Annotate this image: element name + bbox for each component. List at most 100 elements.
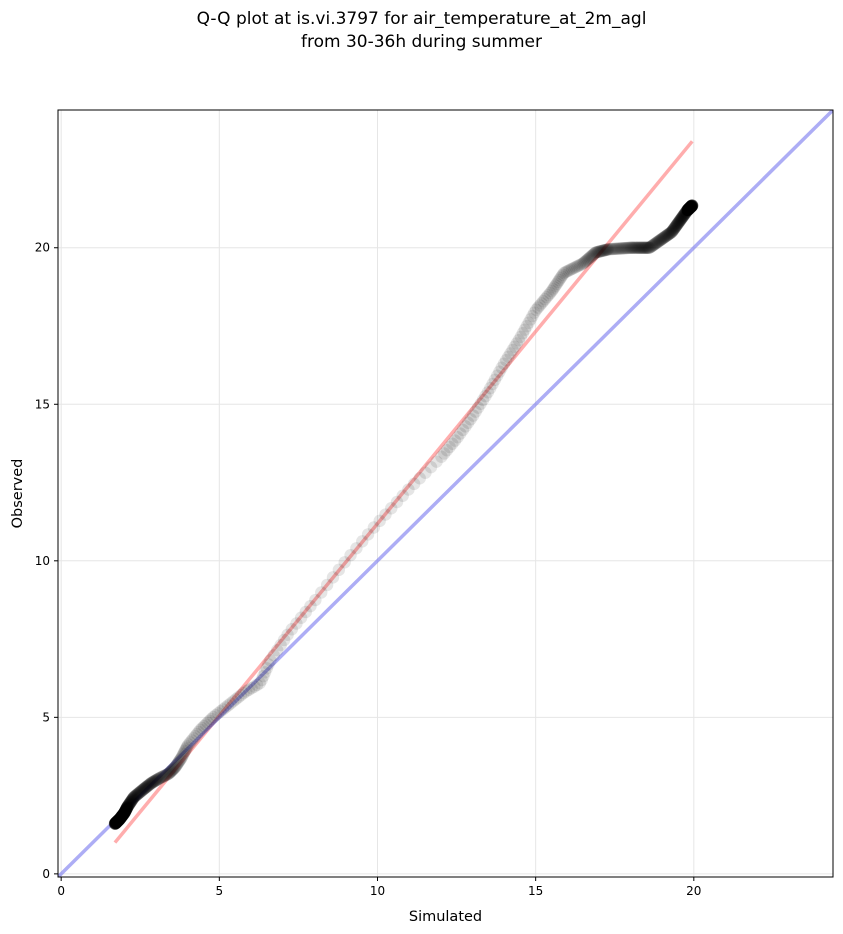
data-point bbox=[675, 212, 688, 225]
data-point bbox=[108, 817, 122, 830]
data-point bbox=[152, 772, 165, 785]
data-point bbox=[424, 460, 438, 474]
data-point bbox=[205, 712, 218, 726]
data-point bbox=[242, 683, 256, 696]
data-point bbox=[640, 241, 653, 254]
data-point bbox=[682, 202, 695, 216]
data-point bbox=[111, 815, 124, 828]
data-point bbox=[580, 253, 594, 267]
data-point bbox=[454, 427, 467, 440]
data-point bbox=[633, 241, 646, 254]
x-tick-label: 15 bbox=[528, 884, 543, 898]
data-point bbox=[553, 273, 566, 287]
data-point bbox=[116, 809, 129, 822]
identity-line bbox=[58, 110, 833, 877]
y-tick-label: 0 bbox=[42, 867, 50, 881]
data-point bbox=[684, 200, 698, 213]
data-point bbox=[379, 508, 392, 521]
data-point bbox=[645, 239, 659, 253]
y-tick-label: 20 bbox=[35, 241, 50, 255]
data-point bbox=[508, 340, 521, 353]
data-point bbox=[564, 263, 577, 276]
data-point bbox=[668, 221, 681, 235]
data-point bbox=[682, 202, 695, 216]
data-point bbox=[171, 757, 184, 770]
data-point bbox=[109, 817, 122, 830]
data-point bbox=[136, 783, 149, 797]
data-point bbox=[605, 242, 618, 256]
data-point bbox=[669, 220, 682, 233]
data-point bbox=[520, 319, 533, 333]
data-point bbox=[116, 809, 129, 822]
data-point bbox=[657, 231, 670, 244]
data-point bbox=[685, 199, 698, 213]
data-point bbox=[126, 792, 139, 806]
data-point bbox=[144, 777, 157, 791]
data-point bbox=[146, 775, 160, 789]
data-point bbox=[535, 297, 548, 310]
data-point bbox=[161, 767, 175, 781]
data-point bbox=[661, 228, 675, 241]
data-point bbox=[624, 241, 638, 254]
data-point bbox=[108, 817, 122, 830]
data-point bbox=[676, 210, 689, 224]
data-point bbox=[127, 791, 140, 804]
data-point bbox=[116, 808, 129, 822]
data-point bbox=[542, 288, 555, 302]
data-point bbox=[680, 205, 693, 218]
data-point bbox=[576, 257, 590, 270]
data-point bbox=[681, 203, 695, 217]
data-point bbox=[546, 283, 560, 296]
x-tick-label: 10 bbox=[370, 884, 385, 898]
data-point bbox=[632, 241, 645, 254]
data-point bbox=[559, 265, 572, 279]
data-point bbox=[585, 250, 598, 263]
data-point bbox=[685, 199, 699, 212]
data-point bbox=[113, 812, 126, 826]
data-point bbox=[660, 229, 673, 242]
data-point bbox=[681, 203, 695, 216]
data-point bbox=[606, 242, 620, 256]
data-point bbox=[109, 816, 123, 829]
data-point bbox=[488, 373, 502, 387]
data-point bbox=[656, 231, 670, 245]
data-point bbox=[112, 813, 126, 827]
data-point bbox=[112, 814, 125, 827]
data-point bbox=[685, 200, 698, 213]
data-point bbox=[474, 397, 487, 410]
data-point bbox=[118, 805, 132, 819]
data-point bbox=[121, 801, 134, 814]
data-point bbox=[464, 413, 477, 426]
data-point bbox=[601, 243, 614, 256]
data-point bbox=[168, 761, 181, 775]
data-point bbox=[109, 817, 122, 830]
data-point bbox=[595, 244, 609, 258]
data-point bbox=[685, 199, 699, 212]
data-point bbox=[617, 242, 630, 255]
data-point bbox=[115, 810, 128, 823]
data-point bbox=[656, 232, 669, 245]
data-point bbox=[614, 242, 627, 255]
data-point bbox=[649, 237, 663, 250]
data-point bbox=[684, 200, 698, 213]
data-point bbox=[683, 201, 696, 215]
data-point bbox=[110, 815, 124, 828]
data-point bbox=[326, 571, 340, 584]
data-point bbox=[596, 244, 609, 257]
data-point bbox=[621, 241, 634, 255]
data-point bbox=[682, 202, 695, 216]
data-point bbox=[116, 808, 130, 822]
data-point bbox=[113, 813, 126, 826]
data-point bbox=[116, 808, 130, 821]
data-point bbox=[151, 773, 164, 786]
data-point bbox=[135, 784, 149, 797]
data-point bbox=[187, 732, 200, 745]
data-point bbox=[668, 221, 682, 234]
data-point bbox=[155, 771, 168, 784]
data-point bbox=[216, 703, 230, 716]
data-point bbox=[677, 209, 690, 222]
data-point bbox=[294, 611, 308, 624]
data-point bbox=[666, 223, 680, 237]
data-point bbox=[678, 208, 691, 221]
data-point bbox=[671, 217, 684, 231]
